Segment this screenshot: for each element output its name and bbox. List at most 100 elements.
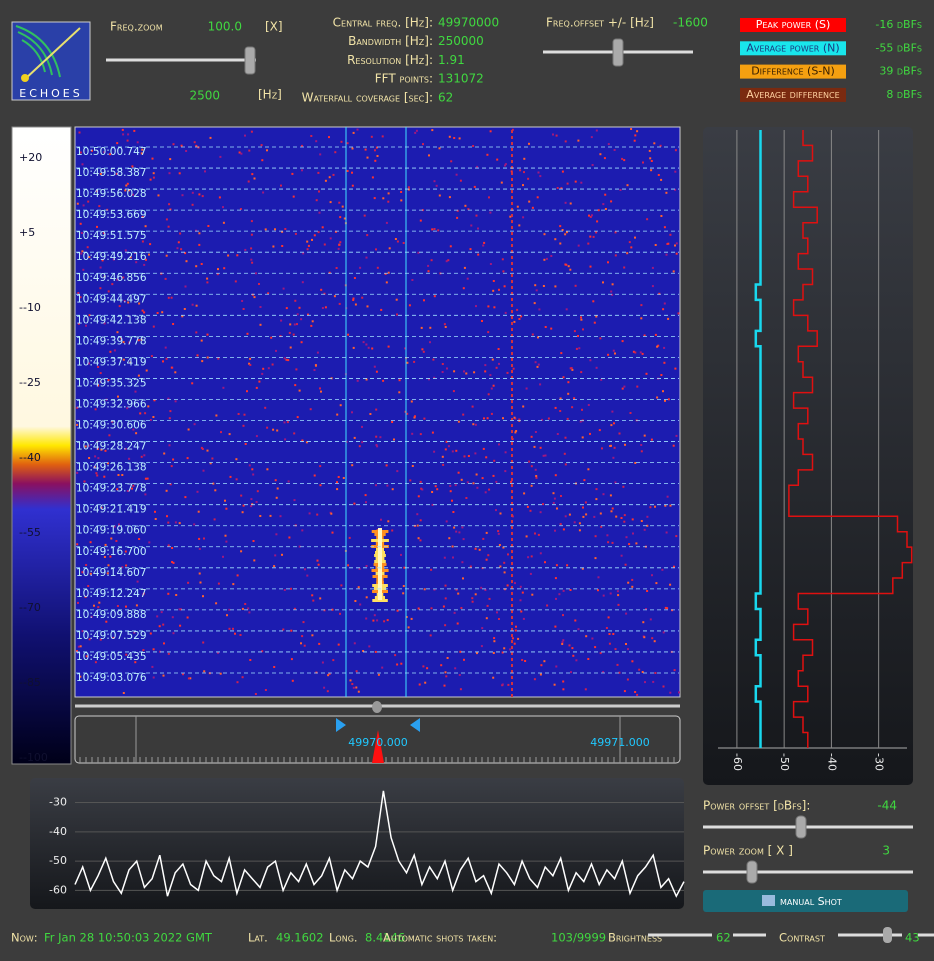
noise-pixel xyxy=(264,689,267,691)
noise-pixel xyxy=(525,535,528,538)
noise-pixel xyxy=(445,520,448,523)
noise-pixel xyxy=(235,458,238,461)
noise-pixel xyxy=(646,515,649,518)
noise-pixel xyxy=(469,565,472,568)
noise-pixel xyxy=(428,378,430,381)
noise-pixel xyxy=(275,533,278,536)
slider-thumb[interactable] xyxy=(883,927,892,943)
noise-pixel xyxy=(217,268,219,271)
noise-pixel xyxy=(511,604,513,607)
button[interactable] xyxy=(703,890,908,912)
noise-pixel xyxy=(511,178,513,181)
noise-pixel xyxy=(599,153,602,156)
noise-pixel xyxy=(518,318,521,320)
noise-pixel xyxy=(443,684,446,687)
noise-pixel xyxy=(511,352,513,355)
noise-pixel xyxy=(206,277,209,280)
noise-pixel xyxy=(517,637,520,640)
noise-pixel xyxy=(464,204,467,207)
noise-pixel xyxy=(546,604,549,607)
noise-pixel xyxy=(79,151,82,154)
noise-pixel xyxy=(440,664,443,667)
value: 250000 xyxy=(438,34,484,48)
noise-pixel xyxy=(337,643,340,646)
noise-pixel xyxy=(511,526,513,529)
noise-pixel xyxy=(144,493,147,496)
noise-pixel xyxy=(562,680,565,683)
noise-pixel xyxy=(381,135,384,138)
noise-pixel xyxy=(560,187,563,190)
noise-pixel xyxy=(225,507,228,510)
noise-pixel xyxy=(482,447,485,450)
noise-pixel xyxy=(565,308,568,311)
noise-pixel xyxy=(441,455,444,458)
noise-pixel xyxy=(419,539,422,542)
noise-pixel xyxy=(400,662,403,665)
noise-pixel xyxy=(578,347,581,350)
noise-pixel xyxy=(134,390,137,393)
noise-pixel xyxy=(107,564,110,567)
noise-pixel xyxy=(544,561,546,564)
noise-pixel xyxy=(141,216,144,219)
noise-pixel xyxy=(438,194,441,197)
noise-pixel xyxy=(594,535,597,538)
noise-pixel xyxy=(328,136,330,139)
noise-pixel xyxy=(275,496,278,499)
noise-pixel xyxy=(286,421,289,424)
noise-pixel xyxy=(514,431,517,434)
noise-pixel xyxy=(511,514,513,517)
slider-thumb[interactable] xyxy=(612,38,624,67)
noise-pixel xyxy=(334,151,337,154)
noise-pixel xyxy=(332,659,335,662)
noise-pixel xyxy=(564,140,567,143)
noise-pixel xyxy=(534,468,537,471)
slider-thumb[interactable] xyxy=(746,860,758,884)
noise-pixel xyxy=(663,226,666,229)
noise-pixel xyxy=(362,341,365,344)
slider-thumb[interactable] xyxy=(244,46,256,75)
noise-pixel xyxy=(492,384,495,387)
noise-pixel xyxy=(624,563,627,566)
label: Average difference xyxy=(746,88,839,101)
noise-pixel xyxy=(330,512,333,515)
noise-pixel xyxy=(128,341,131,344)
noise-pixel xyxy=(291,172,294,175)
slider-thumb[interactable] xyxy=(795,815,807,839)
noise-pixel xyxy=(109,350,112,353)
noise-pixel xyxy=(554,529,556,532)
noise-pixel xyxy=(396,470,399,473)
noise-pixel xyxy=(209,462,212,465)
slider-thumb[interactable] xyxy=(372,701,382,713)
noise-pixel xyxy=(116,488,119,491)
noise-pixel xyxy=(209,136,212,139)
noise-pixel xyxy=(649,157,652,160)
noise-pixel xyxy=(365,617,368,620)
noise-pixel xyxy=(625,643,627,645)
noise-pixel xyxy=(504,163,507,166)
noise-pixel xyxy=(511,586,513,589)
noise-pixel xyxy=(511,346,513,349)
noise-pixel xyxy=(193,523,196,526)
noise-pixel xyxy=(511,688,513,691)
noise-pixel xyxy=(267,367,270,370)
noise-pixel xyxy=(499,512,502,515)
noise-pixel xyxy=(358,567,361,570)
noise-pixel xyxy=(351,147,354,150)
timestamp: 10:49:05.435 xyxy=(76,651,147,663)
noise-pixel xyxy=(228,627,231,630)
noise-pixel xyxy=(651,637,654,640)
noise-pixel xyxy=(451,499,453,502)
noise-pixel xyxy=(520,610,523,613)
noise-pixel xyxy=(467,455,470,457)
noise-pixel xyxy=(394,238,397,240)
noise-pixel xyxy=(166,515,168,518)
x-tick-label: -30 xyxy=(873,753,886,771)
noise-pixel xyxy=(666,607,669,610)
noise-pixel xyxy=(511,160,513,163)
noise-pixel xyxy=(234,280,237,283)
noise-pixel xyxy=(255,435,258,438)
noise-pixel xyxy=(127,315,130,318)
noise-pixel xyxy=(612,456,615,459)
timestamp: 10:49:44.497 xyxy=(76,293,147,305)
noise-pixel xyxy=(466,277,469,280)
